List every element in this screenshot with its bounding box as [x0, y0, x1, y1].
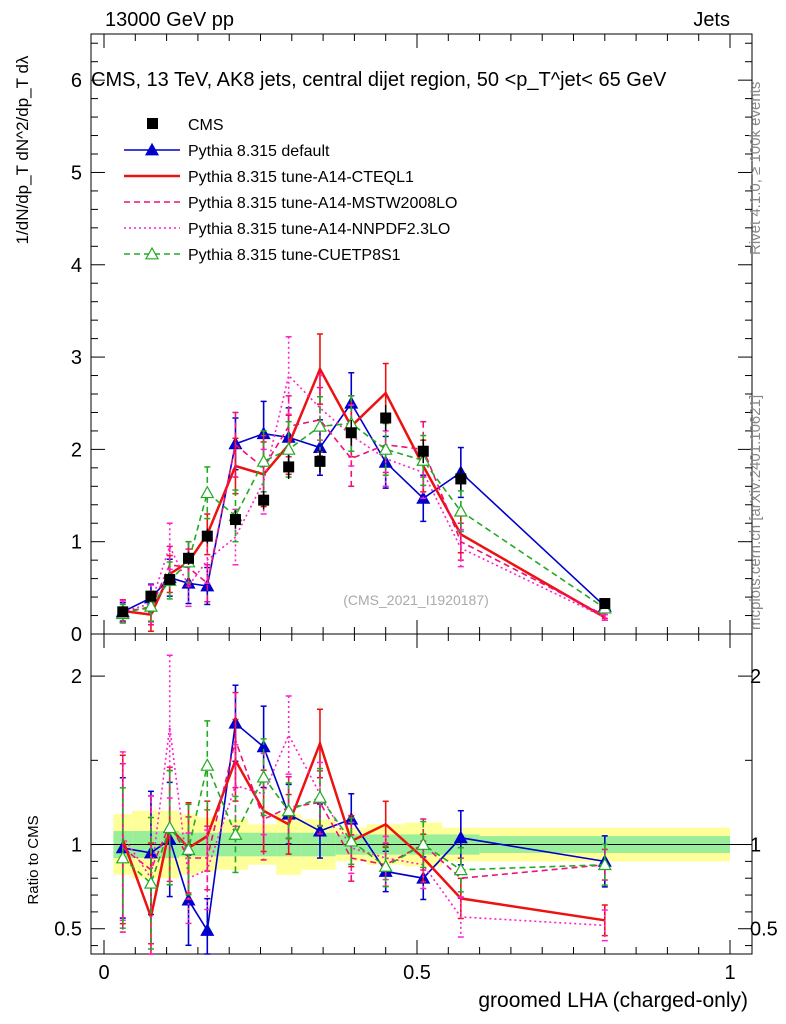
y-tick-label: 6: [71, 70, 82, 92]
data-point-4: [378, 442, 393, 455]
ratio-tick-label-right: 0.5: [750, 919, 778, 941]
ratio-tick-label: 1: [71, 835, 82, 857]
series-layer: [115, 333, 612, 955]
cms-data-point: [145, 590, 157, 602]
mcplots-label: mcplots.cern.ch [arXiv:2401.10621]: [747, 394, 764, 630]
cms-data-point: [380, 412, 392, 424]
ratio-line-3: [122, 726, 605, 927]
series-line-0: [122, 401, 606, 613]
ratio-point-4: [228, 827, 243, 840]
cms-data-point: [283, 461, 295, 473]
legend-label-1: Pythia 8.315 tune-A14-CTEQL1: [188, 169, 414, 186]
cms-data-point: [183, 552, 195, 564]
ratio-tick-label: 2: [71, 666, 82, 688]
ratio-point-4: [344, 833, 359, 847]
ratio-point-4: [143, 876, 158, 889]
legend-label-2: Pythia 8.315 tune-A14-MSTW2008LO: [188, 195, 457, 212]
cms-data-point: [201, 530, 213, 542]
legend-label-0: Pythia 8.315 default: [188, 143, 330, 160]
ratio-point-4: [378, 859, 393, 872]
series-line-3: [122, 373, 606, 619]
y-tick-label: 1: [71, 532, 82, 554]
header-jets: Jets: [693, 9, 730, 31]
cms-data-point: [455, 473, 467, 485]
ratio-point-4: [453, 862, 468, 876]
ratio-point-4: [597, 857, 612, 871]
data-point-4: [256, 454, 271, 467]
x-tick-label: 1: [724, 962, 735, 984]
ratio-y-axis-label: Ratio to CMS: [25, 815, 42, 904]
y-tick-label: 3: [71, 347, 82, 369]
cms-data-point: [599, 598, 611, 610]
header-energy: 13000 GeV pp: [105, 9, 234, 31]
legend-marker-cms: [147, 118, 158, 129]
cms-data-point: [417, 445, 429, 457]
ratio-point-4: [416, 837, 431, 850]
legend-label-cms: CMS: [188, 117, 224, 134]
series-line-2: [122, 418, 606, 617]
axes: 0 0.5 1 0 1 2 3 4 5 6 0.5 0.5 1 1 2 2: [54, 34, 778, 984]
ratio-point-4: [281, 803, 296, 817]
data-point-4: [281, 442, 296, 455]
x-axis-label: groomed LHA (charged-only): [478, 989, 748, 1012]
legend: CMS Pythia 8.315 default Pythia 8.315 tune…: [124, 117, 457, 264]
cms-data-point: [117, 606, 129, 618]
ratio-point-4: [200, 758, 215, 771]
legend-label-3: Pythia 8.315 tune-A14-NNPDF2.3LO: [188, 221, 450, 238]
data-point-4: [312, 419, 327, 432]
ratio-point-4: [115, 850, 130, 864]
cms-data-point: [314, 455, 326, 467]
legend-marker-0: [144, 142, 160, 156]
ratio-point-0: [453, 830, 468, 844]
cms-data-point: [229, 514, 241, 526]
cms-data-point: [164, 574, 176, 586]
rivet-version-label: Rivet 4.1.0, ≥ 100k events: [747, 81, 764, 255]
legend-label-4: Pythia 8.315 tune-CUETP8S1: [188, 247, 401, 264]
x-tick-label: 0.5: [403, 962, 431, 984]
ratio-tick-label: 0.5: [54, 919, 82, 941]
ratio-point-4: [256, 769, 271, 783]
data-point-4: [200, 485, 215, 499]
y-tick-label: 5: [71, 162, 82, 184]
analysis-watermark: (CMS_2021_I1920187): [343, 592, 489, 608]
chart-title: CMS, 13 TeV, AK8 jets, central dijet reg…: [91, 69, 667, 91]
y-tick-label: 0: [71, 624, 82, 646]
cms-data-point: [258, 494, 270, 506]
legend-marker-4: [144, 246, 160, 260]
ratio-tick-label-right: 1: [750, 835, 761, 857]
y-tick-label: 4: [71, 255, 82, 277]
y-axis-label: 1/dN/dp_T dN^2/dp_T dλ: [13, 55, 32, 244]
ratio-point-0: [200, 923, 215, 936]
data-point-4: [143, 599, 158, 612]
data-point-4: [453, 503, 468, 517]
x-tick-label: 0: [98, 962, 109, 984]
ratio-plot-frame: [90, 633, 753, 955]
y-tick-label: 2: [71, 439, 82, 461]
series-line-4: [122, 422, 606, 615]
series-line-1: [122, 366, 606, 619]
ratio-point-4: [312, 790, 327, 803]
ratio-line-0: [122, 721, 605, 933]
cms-data-point: [345, 427, 357, 439]
ratio-tick-label-right: 2: [750, 666, 761, 688]
ratio-point-4: [162, 820, 177, 834]
ratio-point-4: [181, 842, 196, 855]
ratio-point-0: [312, 823, 327, 837]
